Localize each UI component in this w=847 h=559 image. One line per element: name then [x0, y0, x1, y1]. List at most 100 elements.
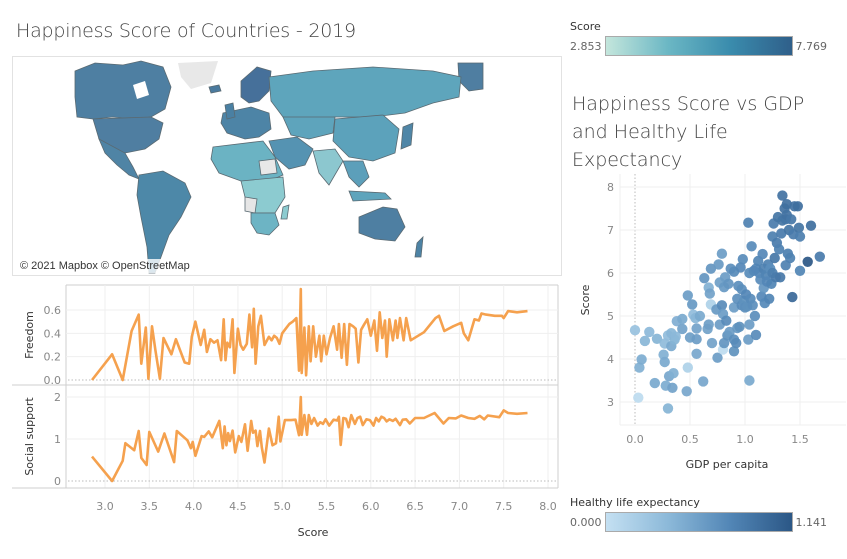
scatter-point	[629, 325, 641, 336]
scatter-point	[712, 352, 723, 363]
scatter-point	[691, 323, 702, 334]
scatter-point	[743, 217, 754, 228]
y-axis-title: Freedom	[23, 311, 36, 359]
scatter-point	[734, 321, 745, 332]
scatter-point	[749, 310, 761, 322]
scatter-point	[705, 263, 717, 274]
x-tick-label: 0.0	[626, 433, 644, 446]
map-region-australia[interactable]	[358, 206, 406, 242]
scatter-title-line: Happiness Score vs GDP	[572, 93, 805, 115]
map-region-indonesia[interactable]	[348, 190, 392, 202]
scatter-point	[773, 244, 785, 255]
map-region-sudan[interactable]	[258, 158, 278, 176]
scatter-point	[670, 331, 681, 342]
y-axis-title: Score	[579, 284, 592, 315]
scatter-point	[704, 288, 715, 299]
y-tick-label: 8	[607, 181, 614, 194]
scatter-point	[706, 337, 718, 349]
scatter-point	[694, 310, 706, 322]
scatter-title-line: and Healthy Life	[572, 121, 728, 143]
map-region-se-asia[interactable]	[342, 160, 370, 188]
map-region-greenland[interactable]	[178, 61, 218, 89]
map-region-new-zealand[interactable]	[414, 235, 424, 258]
scatter-point	[698, 376, 709, 387]
scatter-point	[744, 375, 755, 386]
scatter-point	[724, 326, 735, 338]
map-region-south-america[interactable]	[136, 170, 192, 274]
score-x-axis: 3.0 3.5 4.0 4.5 5.0 5.5 6.0 6.5 7.0 7.5 8.0 Score	[12, 384, 558, 539]
x-tick-label: 7.0	[451, 500, 469, 513]
hle-legend-max: 1.141	[795, 515, 828, 529]
map-region-southern-africa[interactable]	[250, 212, 280, 236]
x-tick-label: 4.0	[185, 500, 203, 513]
world-map[interactable]: © 2021 Mapbox © OpenStreetMap	[12, 56, 562, 276]
scatter-point	[794, 231, 806, 242]
map-region-india[interactable]	[312, 148, 344, 186]
scatter-point	[677, 313, 688, 325]
score-legend-min: 2.853	[570, 39, 602, 53]
y-tick-label: 2	[54, 391, 61, 404]
map-attribution[interactable]: © 2021 Mapbox © OpenStreetMap	[17, 259, 193, 273]
scatter-point	[744, 319, 755, 330]
x-tick-label: 3.5	[141, 500, 159, 513]
map-region-madagascar[interactable]	[280, 204, 290, 220]
scatter-point	[793, 222, 805, 233]
scatter-point	[634, 362, 645, 373]
x-axis-title: GDP per capita	[686, 458, 769, 471]
y-tick-label: 7	[607, 224, 614, 237]
hle-legend-label: Healthy life expectancy	[570, 496, 700, 509]
scatter-point	[787, 291, 798, 303]
score-legend: Score 2.853 7.769	[570, 20, 827, 56]
scatter-chart[interactable]: 0.0 0.5 1.0 1.5 3 4 5 6 7 8 GDP per capita Score	[560, 172, 847, 472]
scatter-point	[802, 256, 813, 267]
scatter-point	[731, 337, 742, 349]
scatter-point	[792, 201, 803, 212]
scatter-point	[639, 335, 651, 347]
scatter-point	[659, 356, 670, 368]
world-map-canvas[interactable]	[13, 57, 561, 275]
scatter-point	[794, 265, 806, 276]
healthy-life-legend: Healthy life expectancy 0.000 1.141	[570, 496, 827, 532]
line-charts[interactable]: 0.0 0.2 0.4 0.6 Freedom 0 1 2 Social support 3.…	[0, 0, 560, 559]
map-region-china[interactable]	[332, 114, 400, 162]
scatter-point	[737, 254, 748, 265]
scatter-point	[769, 252, 780, 264]
x-tick-label: 6.5	[406, 500, 424, 513]
scatter-point	[784, 252, 796, 264]
y-tick-label: 0.4	[44, 327, 62, 340]
map-region-japan[interactable]	[400, 122, 414, 150]
scatter-point	[681, 386, 692, 397]
y-tick-label: 0.6	[44, 304, 62, 317]
series-line	[90, 395, 528, 483]
x-tick-label: 1.5	[791, 433, 809, 446]
scatter-point	[691, 348, 702, 359]
scatter-point	[735, 262, 746, 273]
x-tick-label: 0.5	[681, 433, 699, 446]
y-tick-label: 4	[607, 353, 614, 366]
scatter-point	[713, 259, 724, 270]
score-legend-label: Score	[570, 20, 601, 33]
scatter-point	[682, 362, 693, 373]
y-tick-label: 0.0	[44, 374, 62, 387]
scatter-title-line: Expectancy	[572, 149, 683, 171]
scatter-point	[691, 334, 702, 345]
y-axis-title: Social support	[23, 397, 36, 476]
scatter-point	[814, 251, 825, 262]
score-legend-gradient	[604, 36, 793, 56]
map-region-uk[interactable]	[224, 102, 236, 120]
x-axis-title: Score	[298, 526, 329, 539]
x-tick-label: 6.0	[362, 500, 380, 513]
scatter-point	[764, 293, 775, 304]
scatter-point	[777, 190, 788, 201]
map-region-canada[interactable]	[74, 60, 172, 120]
scatter-point	[682, 290, 693, 301]
map-region-mexico[interactable]	[98, 138, 140, 180]
y-tick-label: 5	[607, 310, 614, 323]
y-tick-label: 1	[54, 433, 61, 446]
x-tick-label: 4.5	[229, 500, 247, 513]
map-region-scandinavia[interactable]	[240, 66, 272, 104]
map-region-central-asia[interactable]	[282, 116, 336, 140]
scatter-point	[662, 403, 674, 414]
scatter-point	[649, 377, 660, 389]
map-region-iceland[interactable]	[208, 84, 222, 94]
